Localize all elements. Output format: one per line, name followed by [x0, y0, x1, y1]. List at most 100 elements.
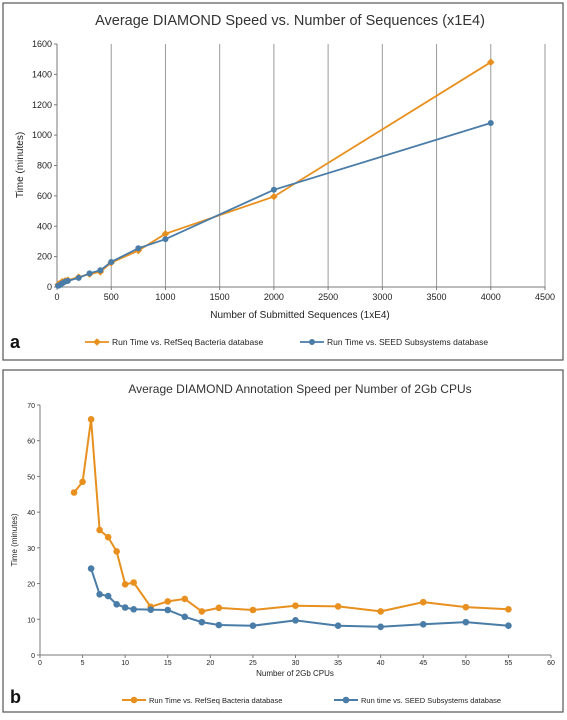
data-point-orange [130, 579, 137, 586]
panel-a-xlabel: Number of Submitted Sequences (1xE4) [210, 310, 390, 321]
x-tick-label: 3000 [372, 292, 392, 302]
y-tick-label: 1200 [32, 100, 52, 110]
data-point-orange [104, 533, 112, 541]
legend-label: Run Time vs. RefSeq Bacteria database [112, 337, 263, 347]
y-tick-label: 1600 [32, 39, 52, 49]
data-point-blue [64, 277, 71, 284]
y-tick-label: 800 [37, 161, 52, 171]
x-tick-label: 0 [54, 292, 59, 302]
data-point-blue [181, 613, 189, 621]
data-point-blue [147, 606, 155, 613]
x-tick-label: 40 [377, 660, 385, 667]
panel-b-label: b [10, 687, 21, 707]
legend-marker-orange [130, 696, 138, 704]
data-point-blue [96, 590, 103, 598]
data-point-orange [486, 58, 495, 67]
x-tick-label: 55 [505, 660, 513, 667]
x-tick-label: 5 [81, 660, 85, 667]
data-point-blue [334, 622, 342, 630]
y-tick-label: 600 [37, 191, 52, 201]
x-tick-label: 3500 [427, 292, 447, 302]
panel-a-ylabel: Time (minutes) [15, 132, 26, 198]
data-point-orange [249, 606, 257, 614]
legend-a: Run Time vs. RefSeq Bacteria database Run… [85, 337, 488, 347]
panel-b-xlabel: Number of 2Gb CPUs [256, 669, 334, 678]
legend-marker-orange [93, 338, 101, 346]
plot-b: 0 5 10 15 20 25 30 35 40 45 50 55 60 0 10 20 30 40 50 60 70 [27, 403, 555, 667]
plot-a: 0 500 1000 1500 2000 2500 3000 3500 4000 4500 0 200… [32, 39, 555, 302]
data-point-orange [181, 595, 189, 603]
data-point-orange [161, 230, 170, 238]
x-tick-label: 2500 [318, 292, 338, 302]
data-point-blue [135, 245, 142, 252]
x-tick-label: 0 [38, 660, 42, 667]
panel-b-ylabel: Time (minutes) [10, 513, 19, 566]
data-point-orange [215, 604, 223, 612]
x-tick-label: 2000 [264, 292, 284, 302]
legend-b: Run Time vs. RefSeq Bacteria database Run… [122, 696, 501, 705]
data-point-orange [292, 602, 299, 610]
panel-a-label: a [10, 332, 21, 352]
data-point-orange [419, 598, 427, 606]
data-point-blue [86, 270, 93, 277]
y-tick-label: 70 [27, 403, 35, 410]
legend-marker-blue [309, 339, 315, 345]
legend-label: Run time vs. SEED Subsystems database [361, 696, 501, 705]
data-point-orange [113, 548, 120, 555]
data-point-orange [96, 526, 103, 534]
y-tick-label: 40 [27, 510, 35, 517]
data-point-orange [462, 603, 470, 611]
data-point-blue [462, 618, 470, 626]
y-tick-label: 60 [27, 439, 35, 446]
x-tick-label: 4500 [535, 292, 555, 302]
data-point-blue [419, 620, 427, 628]
y-tick-label: 1000 [32, 130, 52, 140]
x-tick-label: 500 [104, 292, 119, 302]
data-point-orange [164, 598, 172, 605]
x-tick-label: 1500 [210, 292, 230, 302]
data-point-orange [79, 478, 86, 486]
data-point-blue [75, 274, 82, 281]
y-tick-label: 0 [47, 282, 52, 292]
y-tick-label: 10 [27, 617, 35, 624]
legend-label: Run Time vs. RefSeq Bacteria database [149, 696, 282, 705]
panel-a-frame [2, 2, 564, 361]
x-tick-label: 15 [164, 660, 172, 667]
data-point-blue [505, 622, 512, 630]
data-point-blue [121, 604, 129, 611]
data-point-blue [215, 621, 223, 629]
data-point-blue [104, 592, 112, 600]
data-point-blue [270, 186, 277, 193]
data-point-blue [108, 258, 115, 265]
y-tick-label: 20 [27, 582, 35, 589]
x-tick-label: 25 [249, 660, 257, 667]
data-point-blue [164, 606, 172, 614]
data-point-blue [97, 267, 104, 274]
x-tick-label: 4000 [481, 292, 501, 302]
data-point-orange [70, 489, 78, 496]
x-tick-label: 1000 [155, 292, 175, 302]
y-tick-label: 30 [27, 546, 35, 553]
y-tick-label: 200 [37, 252, 52, 262]
data-point-orange [377, 608, 384, 615]
y-tick-label: 1400 [32, 69, 52, 79]
y-tick-label: 50 [27, 474, 35, 481]
legend-label: Run Time vs. SEED Subsystems database [327, 337, 488, 347]
data-point-blue [87, 565, 95, 572]
data-point-blue [292, 617, 299, 624]
data-point-orange [334, 603, 342, 610]
data-point-orange [198, 608, 206, 615]
data-point-orange [270, 192, 278, 201]
x-tick-label: 10 [121, 660, 129, 667]
data-point-blue [198, 618, 206, 626]
legend-marker-blue [342, 696, 350, 704]
x-tick-label: 30 [292, 660, 300, 667]
data-point-orange [87, 415, 95, 423]
data-point-blue [130, 605, 137, 613]
panel-b-title: Average DIAMOND Annotation Speed per Num… [128, 382, 471, 396]
x-tick-label: 20 [206, 660, 214, 667]
data-point-blue [113, 600, 120, 608]
data-point-blue [377, 623, 384, 631]
y-tick-label: 400 [37, 221, 52, 231]
